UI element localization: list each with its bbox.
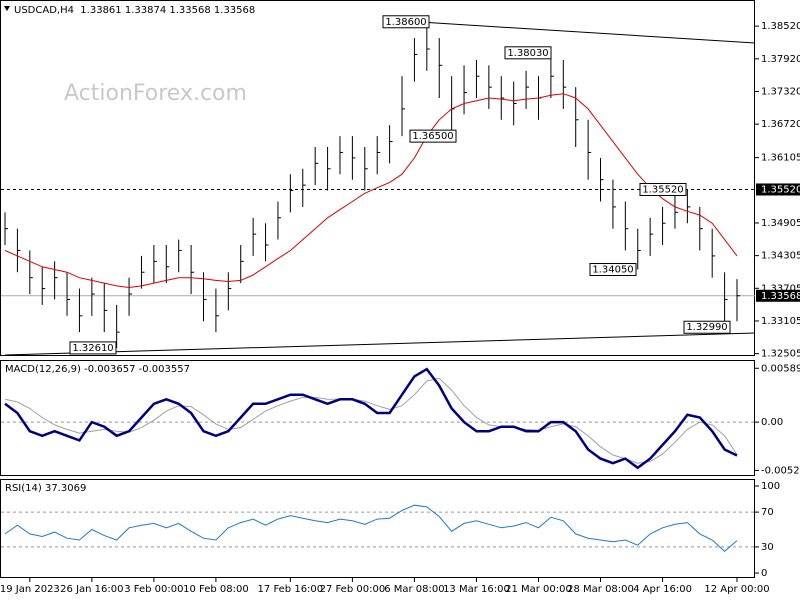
y-tick-label: 70 (761, 507, 774, 518)
y-tick-label: 1.33105 (761, 316, 800, 327)
chart-title: USDCAD,H4 1.33861 1.33874 1.33568 1.3356… (14, 5, 255, 16)
macd-line (4, 367, 738, 470)
x-tick-label: 10 Feb 08:00 (183, 584, 249, 595)
annotation-label: 1.34050 (592, 265, 633, 276)
macd-label: MACD(12,26,9) -0.003657 -0.003557 (5, 364, 190, 375)
y-tick-label: 1.36720 (761, 119, 800, 130)
moving-average (4, 93, 738, 289)
support-trendline (4, 332, 756, 356)
x-tick-label: 28 Mar 08:00 (567, 584, 634, 595)
y-tick-label: 1.34305 (761, 251, 800, 262)
x-tick-label: 17 Feb 16:00 (258, 584, 324, 595)
level-box (756, 289, 800, 302)
watermark: ActionForex.com (64, 81, 247, 106)
x-tick-label: 4 Apr 16:00 (633, 584, 692, 595)
annotation-box (504, 46, 552, 60)
annotation-box (382, 15, 430, 29)
annotation-box (639, 182, 687, 196)
level-label: 1.33568 (761, 291, 800, 302)
y-tick-label: 1.36105 (761, 153, 800, 164)
x-tick-label: 27 Feb 00:00 (320, 584, 386, 595)
y-tick-label: 1.37920 (761, 54, 800, 65)
y-tick-label: 1.38520 (761, 21, 800, 32)
x-tick-label: 26 Jan 16:00 (60, 584, 123, 595)
x-tick-label: 13 Mar 16:00 (443, 584, 510, 595)
y-tick-label: 0.00 (761, 417, 783, 428)
y-tick-label: 1.33705 (761, 283, 800, 294)
y-tick-label: 100 (761, 481, 780, 492)
x-tick-label: 6 Mar 08:00 (384, 584, 444, 595)
annotation-label: 1.36500 (412, 131, 453, 142)
y-tick-label: 30 (761, 542, 774, 553)
level-label: 1.35520 (761, 184, 800, 195)
price-panel (0, 0, 755, 356)
x-tick-label: 12 Apr 00:00 (704, 584, 769, 595)
y-tick-label: 1.34905 (761, 218, 800, 229)
annotation-box (683, 320, 731, 334)
annotation-box (409, 129, 457, 143)
y-tick-label: 1.32505 (761, 349, 800, 360)
annotation-box (69, 341, 117, 355)
annotation-label: 1.32990 (686, 322, 727, 333)
annotation-label: 1.38600 (385, 17, 426, 28)
annotation-label: 1.35520 (642, 184, 683, 195)
level-box (756, 183, 800, 196)
annotation-label: 1.38030 (507, 48, 548, 59)
annotation-box (589, 263, 637, 277)
resistance-trendline (419, 21, 756, 44)
rsi-line (4, 504, 738, 552)
y-tick-label: 1.37320 (761, 86, 800, 97)
x-tick-label: 3 Feb 00:00 (124, 584, 183, 595)
x-tick-label: 19 Jan 2023 (0, 584, 60, 595)
y-tick-label: 0 (761, 568, 767, 579)
annotation-label: 1.32610 (72, 343, 113, 354)
x-tick-label: 21 Mar 00:00 (505, 584, 572, 595)
y-tick-label: -0.005286 (761, 465, 800, 476)
rsi-label: RSI(14) 37.3069 (5, 483, 86, 494)
y-tick-label: 0.005895 (761, 363, 800, 374)
rsi-panel (0, 479, 755, 578)
menu-arrow (4, 6, 10, 11)
macd-panel (0, 360, 755, 476)
